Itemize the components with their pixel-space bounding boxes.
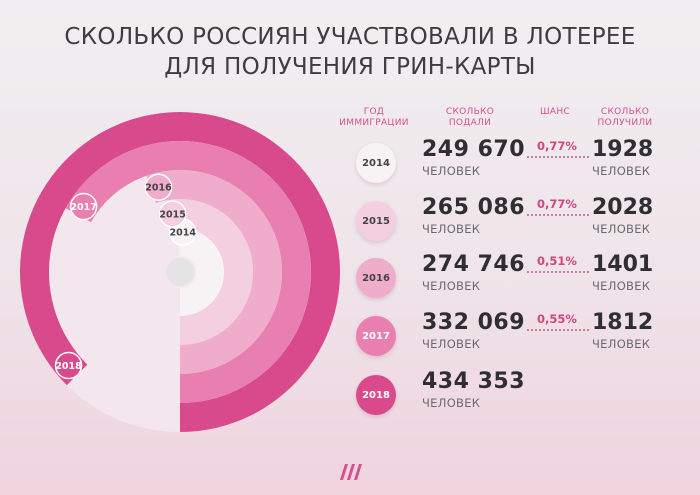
stripes-logo-icon bbox=[340, 464, 362, 480]
table-row: 2018 434 353 ЧЕЛОВЕК bbox=[0, 369, 700, 431]
applied-value: 249 670 bbox=[422, 137, 526, 162]
header-year-line-1: ГОД bbox=[363, 107, 385, 117]
dotted-connector bbox=[527, 329, 589, 331]
dotted-connector bbox=[527, 156, 589, 158]
dotted-connector bbox=[527, 271, 589, 273]
chance-value: 0,77% bbox=[537, 197, 577, 211]
year-circle-2014: 2014 bbox=[356, 143, 396, 183]
applied-value: 434 353 bbox=[422, 369, 526, 394]
received-unit: ЧЕЛОВЕК bbox=[592, 222, 651, 236]
radial-year-badge-2016 bbox=[144, 173, 173, 201]
header-chance: ШАНС bbox=[525, 107, 585, 118]
chart-title-line-1: СКОЛЬКО РОССИЯН УЧАСТВОВАЛИ В ЛОТЕРЕЕ bbox=[64, 24, 636, 50]
applied-unit: ЧЕЛОВЕК bbox=[422, 164, 481, 178]
radial-year-label-2015: 2015 bbox=[159, 209, 185, 220]
radial-year-badge-2015 bbox=[158, 200, 187, 228]
applied-unit: ЧЕЛОВЕК bbox=[422, 396, 481, 410]
radial-ring-2016 bbox=[146, 170, 282, 374]
radial-center bbox=[166, 258, 194, 286]
radial-year-label-2016: 2016 bbox=[145, 183, 172, 194]
radial-ring-2014 bbox=[179, 228, 224, 316]
applied-value: 265 086 bbox=[422, 195, 526, 220]
year-circle-2017: 2017 bbox=[356, 316, 396, 356]
header-applied-line-1: СКОЛЬКО bbox=[445, 107, 495, 117]
chart-title-line-2: ДЛЯ ПОЛУЧЕНИЯ ГРИН-КАРТЫ bbox=[164, 54, 536, 80]
received-value: 1401 bbox=[592, 252, 654, 277]
year-circle-2016: 2016 bbox=[356, 258, 396, 298]
received-value: 1812 bbox=[592, 310, 654, 335]
header-received-line-2: ПОЛУЧИЛИ bbox=[597, 118, 653, 128]
applied-unit: ЧЕЛОВЕК bbox=[422, 337, 481, 351]
dotted-connector bbox=[527, 214, 589, 216]
header-applied-line-2: ПОДАЛИ bbox=[448, 118, 492, 128]
received-unit: ЧЕЛОВЕК bbox=[592, 337, 651, 351]
header-chance-line-1: ШАНС bbox=[539, 107, 571, 117]
header-applied: СКОЛЬКО ПОДАЛИ bbox=[430, 107, 510, 129]
radial-year-label-2018: 2018 bbox=[55, 361, 82, 372]
radial-year-label-2014: 2014 bbox=[170, 228, 197, 239]
chart-title: СКОЛЬКО РОССИЯН УЧАСТВОВАЛИ В ЛОТЕРЕЕ ДЛ… bbox=[0, 22, 700, 82]
table-row: 2014 249 670 ЧЕЛОВЕК 0,77% 1928 ЧЕЛОВЕК bbox=[0, 137, 700, 199]
year-circle-2018: 2018 bbox=[356, 375, 396, 415]
applied-value: 332 069 bbox=[422, 310, 526, 335]
received-value: 2028 bbox=[592, 195, 654, 220]
table-row: 2017 332 069 ЧЕЛОВЕК 0,55% 1812 ЧЕЛОВЕК bbox=[0, 310, 700, 372]
chance-value: 0,77% bbox=[537, 139, 577, 153]
applied-unit: ЧЕЛОВЕК bbox=[422, 279, 481, 293]
header-received-line-1: СКОЛЬКО bbox=[600, 107, 650, 117]
received-unit: ЧЕЛОВЕК bbox=[592, 279, 651, 293]
header-year: ГОД ИММИГРАЦИИ bbox=[334, 107, 414, 129]
radial-year-label-2017: 2017 bbox=[70, 202, 96, 213]
received-value: 1928 bbox=[592, 137, 654, 162]
table-row: 2015 265 086 ЧЕЛОВЕК 0,77% 2028 ЧЕЛОВЕК bbox=[0, 195, 700, 257]
radial-ring-2015 bbox=[164, 199, 253, 345]
chance-value: 0,51% bbox=[537, 254, 577, 268]
radial-year-badge-2017 bbox=[69, 192, 98, 221]
table-row: 2016 274 746 ЧЕЛОВЕК 0,51% 1401 ЧЕЛОВЕК bbox=[0, 252, 700, 314]
received-unit: ЧЕЛОВЕК bbox=[592, 164, 651, 178]
applied-unit: ЧЕЛОВЕК bbox=[422, 222, 481, 236]
header-year-line-2: ИММИГРАЦИИ bbox=[339, 118, 409, 128]
header-received: СКОЛЬКО ПОЛУЧИЛИ bbox=[585, 107, 665, 129]
chance-value: 0,55% bbox=[537, 312, 577, 326]
radial-year-badge-2018 bbox=[54, 351, 83, 380]
applied-value: 274 746 bbox=[422, 252, 526, 277]
year-circle-2015: 2015 bbox=[356, 201, 396, 241]
